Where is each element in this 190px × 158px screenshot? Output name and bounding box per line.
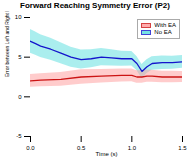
svg-text:-5: -5: [16, 133, 22, 139]
html-text:With EA: With EA: [154, 22, 176, 28]
svg-text:0.0: 0.0: [26, 145, 35, 151]
svg-text:0.5: 0.5: [77, 145, 86, 151]
html-text:No EA: No EA: [154, 29, 172, 35]
svg-text:Time (s): Time (s): [96, 151, 118, 157]
svg-text:1.5: 1.5: [178, 145, 187, 151]
svg-text:10: 10: [15, 14, 22, 20]
svg-text:1.0: 1.0: [128, 145, 137, 151]
svg-text:Error between Left and Right H: Error between Left and Right Hand (cm): [4, 11, 10, 77]
svg-text:5: 5: [18, 54, 22, 60]
html-text:Forward Reaching Symmetry Erro: Forward Reaching Symmetry Error (P2): [20, 1, 170, 10]
svg-text:0: 0: [18, 94, 22, 100]
